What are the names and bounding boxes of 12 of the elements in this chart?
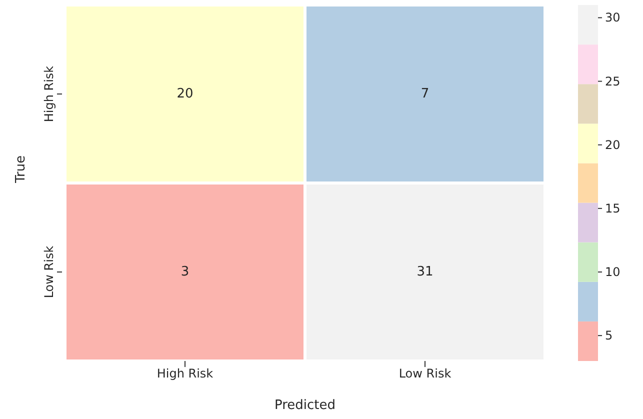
- data-label: 3: [180, 264, 190, 280]
- color-bar-label: 30: [605, 10, 620, 25]
- color-bar-label: 15: [605, 201, 620, 216]
- color-bar-label: 10: [605, 265, 620, 279]
- color-bar-label: 25: [605, 74, 620, 88]
- color-bar-label: 20: [605, 138, 620, 152]
- data-label: 31: [416, 264, 434, 280]
- y-axis-title: True: [14, 155, 29, 184]
- data-label: 20: [176, 86, 194, 102]
- data-label: 7: [420, 86, 430, 102]
- x-axis-title: Predicted: [274, 398, 336, 413]
- color-bar-label: 5: [605, 328, 613, 343]
